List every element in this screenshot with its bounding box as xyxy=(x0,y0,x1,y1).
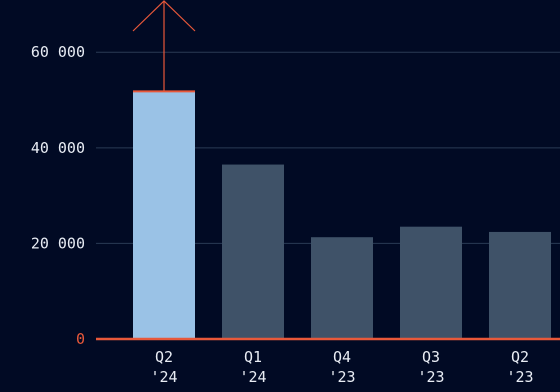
bar xyxy=(311,237,373,339)
labels: 0 20 000 40 000 60 000 Q2 '24 Q1 '24 Q4 '23 Q3 '23 Q… xyxy=(31,43,534,386)
bar xyxy=(400,226,462,339)
x-tick-label: Q2 xyxy=(511,348,529,366)
x-tick-label: Q1 xyxy=(244,348,262,366)
bar xyxy=(222,164,284,339)
bar-highlight xyxy=(133,91,195,339)
x-tick-label: '23 xyxy=(417,368,444,386)
x-tick-label: Q4 xyxy=(333,348,351,366)
x-tick-label: '23 xyxy=(328,368,355,386)
x-tick-label: Q2 xyxy=(155,348,173,366)
x-tick-label: '23 xyxy=(506,368,533,386)
bar xyxy=(489,231,551,339)
x-tick-label: '24 xyxy=(239,368,266,386)
x-tick-label: '24 xyxy=(150,368,177,386)
y-tick-label: 60 000 xyxy=(31,43,85,61)
y-tick-label: 0 xyxy=(76,330,85,348)
y-tick-label: 20 000 xyxy=(31,234,85,252)
y-tick-label: 40 000 xyxy=(31,139,85,157)
bars xyxy=(132,0,551,339)
arrow-head-icon xyxy=(132,0,196,32)
x-tick-label: Q3 xyxy=(422,348,440,366)
